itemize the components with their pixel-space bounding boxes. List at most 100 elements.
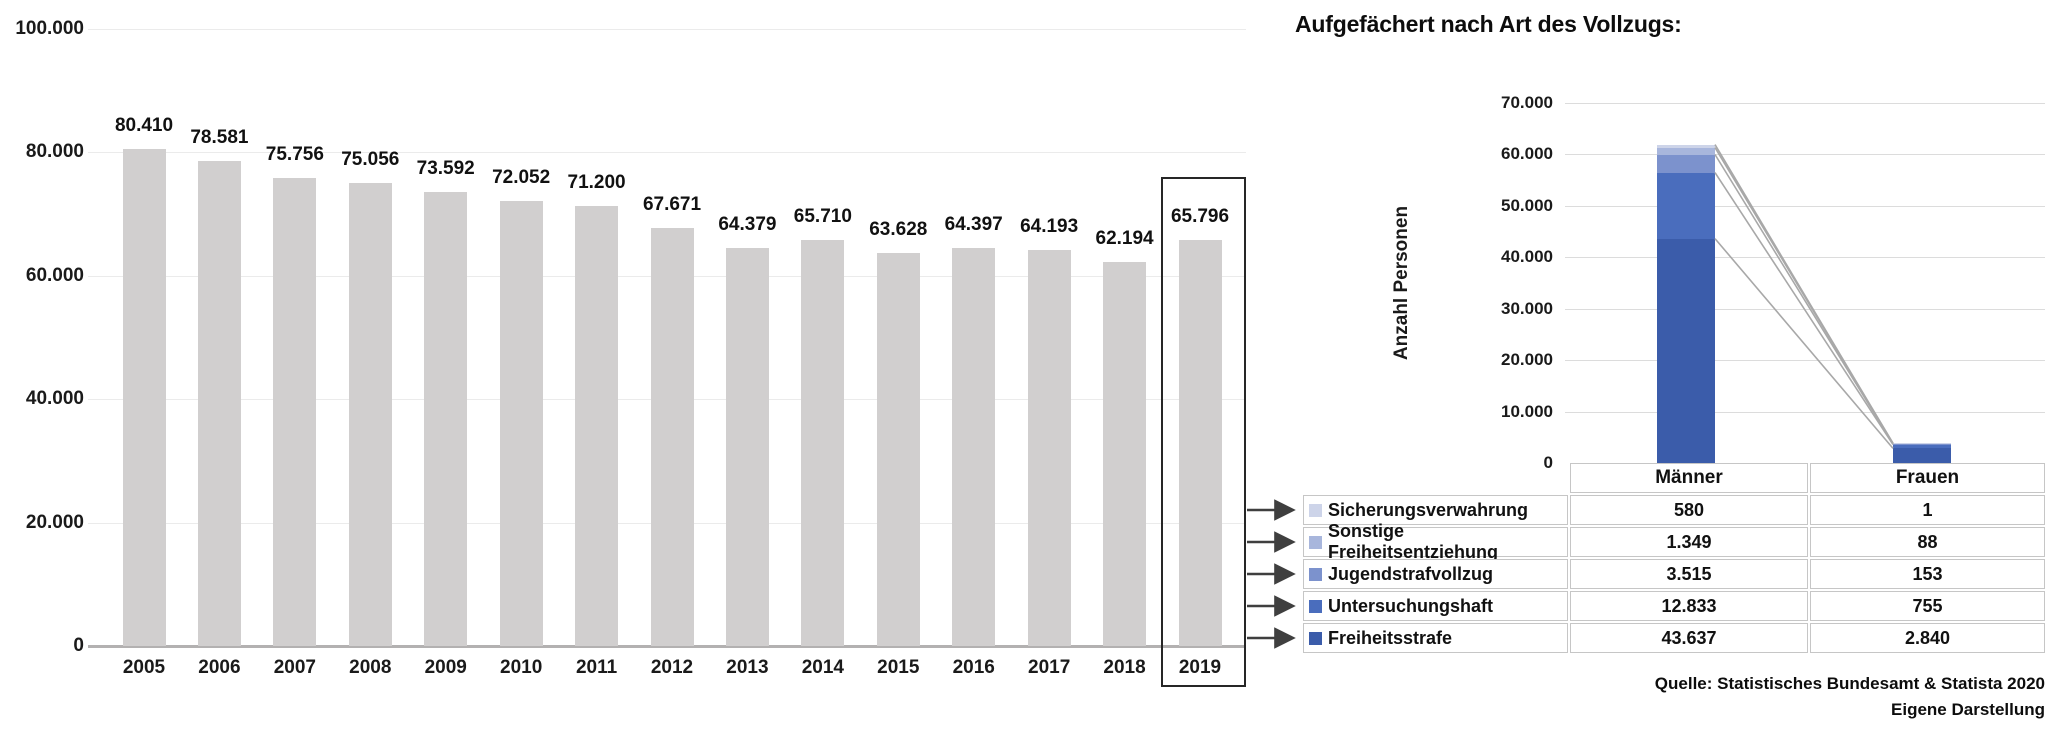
x-tick-label: 2012 [650,657,694,678]
x-tick-label: 2014 [801,657,844,678]
bar-value-label: 71.200 [567,172,626,194]
bar-value-label: 64.193 [1020,215,1079,237]
x-tick-label: 2006 [198,657,241,678]
x-tick-label: 2018 [1103,657,1146,678]
yearly-total-bar-chart: 100.000 80.000 60.000 40.000 20.000 0 80.410 20… [15,17,1246,678]
bar-value-label: 75.756 [265,144,324,166]
bar-value-label: 65.710 [793,206,852,228]
bar-2006 [197,160,241,646]
gridline [88,28,1246,30]
table-cell-frauen: 2.840 [1810,623,2045,653]
bar-2018 [1103,261,1147,646]
stack-segment-sicherungsverwahrung [1657,144,1715,148]
bar-2011 [575,206,619,646]
table-row-label: Jugendstrafvollzug [1303,559,1568,589]
bar-value-label: 78.581 [190,126,249,148]
table-cell-maenner: 580 [1570,495,1808,525]
bar-2013 [725,248,769,646]
bar-2019 [1178,239,1222,646]
y-tick-label: 70.000 [1501,93,1553,112]
table-row-label-text: Sicherungsverwahrung [1328,499,1529,520]
bar-value-label: 75.056 [341,148,400,170]
bar-value-label: 64.397 [944,214,1003,236]
highlight-box-2019 [1161,177,1246,687]
x-axis-line [88,644,1246,648]
table-row-label-text: Untersuchungshaft [1328,595,1494,616]
gridline [1565,257,2045,259]
gridline [1565,360,2045,362]
y-tick-label: 30.000 [1501,298,1553,318]
stack-segment-untersuchungshaft [1657,172,1715,239]
x-tick-label: 2013 [726,657,769,678]
legend-swatch [1309,567,1322,581]
bar-2009 [424,191,468,646]
legend-swatch [1309,535,1322,549]
connector-line [1714,172,1894,445]
bar-value-label: 62.194 [1095,227,1154,249]
gridline [1565,154,2045,156]
right-chart-title: Aufgefächert nach Art des Vollzugs: [1295,11,1682,37]
gridline [1565,411,2045,413]
bar-value-label: 73.592 [416,157,475,179]
stack-segment-untersuchungshaft [1893,444,1951,449]
x-tick-label: 2019 [1178,657,1222,678]
x-tick-label: 2007 [273,657,316,678]
stack-segment-jugendstrafvollzug [1657,154,1715,173]
table-row-label: Sicherungsverwahrung [1303,495,1568,525]
y-tick-label: 10.000 [1501,401,1553,421]
stack-segment-freiheitsstrafe [1657,238,1715,463]
stack-segment-sonstige-freiheitsentziehung [1657,147,1715,155]
bar-value-label: 65.796 [1170,205,1230,227]
connector-line [1714,238,1894,449]
x-tick-label: 2015 [877,657,920,678]
y-tick-label: 60.000 [1501,144,1553,164]
source-note: Quelle: Statistisches Bundesamt & Statis… [1400,671,2045,723]
y-tick-label: 60.000 [25,264,84,286]
bar-2010 [499,201,543,646]
x-tick-label: 2008 [349,657,392,678]
bar-2014 [801,240,845,646]
table-cell-frauen: 1 [1810,495,2045,525]
stack-segment-freiheitsstrafe [1893,448,1951,463]
bar-2016 [952,248,996,646]
connector-line [1714,144,1894,444]
y-tick-label: 80.000 [25,141,84,162]
gridline [1565,205,2045,207]
table-cell-frauen: 88 [1810,527,2045,557]
source-line-2: Eigene Darstellung [1891,700,2045,719]
table-row-label: Freiheitsstrafe [1303,623,1568,653]
bar-2008 [348,182,392,646]
table-cell-frauen: 755 [1810,591,2045,621]
x-tick-label: 2009 [424,657,467,678]
gridline [88,152,1246,153]
table-header-frauen: Frauen [1810,463,2045,493]
y-tick-label: 20.000 [1501,350,1553,370]
table-row-label: Sonstige Freiheitsentziehung [1303,521,1568,562]
bar-2005 [122,149,166,646]
bar-2012 [650,228,694,646]
y-tick-label: 100.000 [15,17,84,39]
table-cell-maenner: 12.833 [1570,591,1808,621]
bar-2007 [273,178,317,646]
table-row-label-text: Freiheitsstrafe [1328,627,1453,648]
x-tick-label: 2017 [1028,657,1071,678]
stack-segment-sicherungsverwahrung [1893,443,1951,445]
x-tick-label: 2011 [575,657,618,678]
bar-value-label: 80.410 [114,115,174,137]
table-row-label: Untersuchungshaft [1303,591,1568,621]
table-header-maenner: Männer [1570,463,1808,493]
source-line-1: Quelle: Statistisches Bundesamt & Statis… [1654,674,2045,693]
x-tick-label: 2005 [122,657,166,678]
bar-2015 [876,253,920,646]
x-tick-label: 2010 [500,657,543,678]
legend-swatch [1309,503,1322,517]
bar-value-label: 72.052 [492,167,551,189]
y-tick-label: 40.000 [25,388,84,409]
y-tick-label: 50.000 [1501,195,1553,215]
x-tick-label: 2016 [952,657,995,678]
gridline [1565,103,2045,104]
